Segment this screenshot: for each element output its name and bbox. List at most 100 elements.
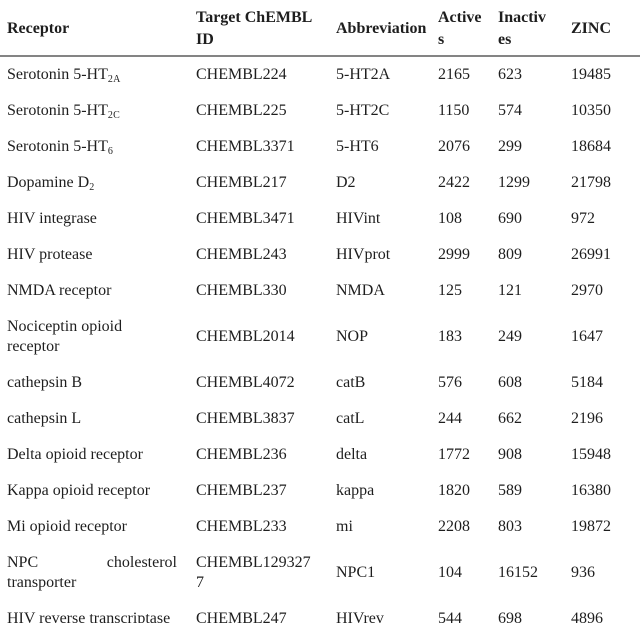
receptor-name: Serotonin 5-HT6 — [0, 129, 195, 165]
table-header: Receptor Target ChEMBLID Abbreviation Ac… — [0, 3, 640, 57]
column-header-zinc: ZINC — [570, 3, 640, 57]
inactives-count: 803 — [498, 518, 522, 535]
zinc-count: 15948 — [571, 446, 611, 463]
abbreviation: HIVint — [336, 210, 381, 227]
receptor-name: Dopamine D2 — [0, 165, 195, 201]
inactives-count: 690 — [498, 210, 522, 227]
table-row: HIV integrase CHEMBL3471 HIVint 108 690 … — [0, 201, 640, 237]
table-row: Mi opioid receptor CHEMBL233 mi 2208 803… — [0, 509, 640, 545]
abbreviation: 5-HT2C — [336, 102, 390, 119]
receptor-name: Kappa opioid receptor — [7, 482, 151, 499]
actives-count: 2422 — [438, 174, 470, 191]
abbreviation: NPC1 — [336, 564, 376, 581]
table-row: Delta opioid receptor CHEMBL236 delta 17… — [0, 437, 640, 473]
abbreviation: D2 — [336, 174, 356, 191]
table-row: Kappa opioid receptor CHEMBL237 kappa 18… — [0, 473, 640, 509]
chembl-id: CHEMBL2014 — [196, 328, 295, 345]
column-header-receptor: Receptor — [0, 3, 195, 57]
zinc-count: 16380 — [571, 482, 611, 499]
actives-count: 125 — [438, 282, 462, 299]
zinc-count: 2196 — [571, 410, 603, 427]
zinc-count: 4896 — [571, 610, 603, 623]
chembl-id: CHEMBL217 — [196, 174, 287, 191]
receptor-name: Nociceptin opioid receptor — [7, 318, 123, 355]
zinc-count: 5184 — [571, 374, 603, 391]
receptor-name: Serotonin 5-HT2C — [0, 93, 195, 129]
inactives-count: 608 — [498, 374, 522, 391]
inactives-count: 249 — [498, 328, 522, 345]
zinc-count: 936 — [571, 564, 595, 581]
actives-count: 1820 — [438, 482, 470, 499]
inactives-count: 574 — [498, 102, 522, 119]
receptor-name: HIV protease — [7, 246, 93, 263]
receptor-name: cathepsin B — [7, 374, 83, 391]
receptor-subscript: 2C — [107, 110, 120, 121]
actives-count: 1772 — [438, 446, 470, 463]
chembl-id: CHEMBL237 — [196, 482, 287, 499]
receptor-name-text: Serotonin 5-HT — [7, 66, 108, 83]
chembl-id: CHEMBL330 — [196, 282, 287, 299]
actives-count: 1150 — [438, 102, 470, 119]
table-row: HIV protease CHEMBL243 HIVprot 2999 809 … — [0, 237, 640, 273]
receptor-name: Mi opioid receptor — [7, 518, 127, 535]
receptor-name: Delta opioid receptor — [7, 446, 143, 463]
actives-count: 2076 — [438, 138, 470, 155]
zinc-count: 10350 — [571, 102, 611, 119]
zinc-count: 21798 — [571, 174, 611, 191]
inactives-count: 589 — [498, 482, 522, 499]
zinc-count: 26991 — [571, 246, 611, 263]
inactives-count: 623 — [498, 66, 522, 83]
chembl-id: CHEMBL4072 — [196, 374, 295, 391]
abbreviation: catB — [336, 374, 366, 391]
table-row: NPC cholesterol transporter CHEMBL129327… — [0, 545, 640, 601]
receptor-name: HIV integrase — [7, 210, 97, 227]
inactives-count: 809 — [498, 246, 522, 263]
actives-count: 108 — [438, 210, 462, 227]
inactives-count: 16152 — [498, 564, 538, 581]
table-row: HIV reverse transcriptase CHEMBL247 HIVr… — [0, 601, 640, 623]
table-row: NMDA receptor CHEMBL330 NMDA 125 121 297… — [0, 273, 640, 309]
actives-count: 183 — [438, 328, 462, 345]
zinc-count: 972 — [571, 210, 595, 227]
table-row: Dopamine D2 CHEMBL217 D2 2422 1299 21798 — [0, 165, 640, 201]
inactives-count: 299 — [498, 138, 522, 155]
table-body: Serotonin 5-HT2A CHEMBL224 5-HT2A 2165 6… — [0, 56, 640, 623]
zinc-count: 19485 — [571, 66, 611, 83]
header-row: Receptor Target ChEMBLID Abbreviation Ac… — [0, 3, 640, 57]
chembl-id: CHEMBL224 — [196, 66, 287, 83]
column-header-chemblid: Target ChEMBLID — [195, 3, 335, 57]
chembl-id: CHEMBL3471 — [196, 210, 295, 227]
actives-count: 2999 — [438, 246, 470, 263]
table-row: Serotonin 5-HT2A CHEMBL224 5-HT2A 2165 6… — [0, 56, 640, 93]
inactives-count: 908 — [498, 446, 522, 463]
receptor-name: cathepsin L — [7, 410, 82, 427]
actives-count: 2208 — [438, 518, 470, 535]
actives-count: 104 — [438, 564, 462, 581]
receptor-name-text: Serotonin 5-HT — [7, 138, 108, 155]
receptor-subscript: 2 — [89, 182, 95, 193]
inactives-count: 698 — [498, 610, 522, 623]
table-row: Nociceptin opioid receptor CHEMBL2014 NO… — [0, 309, 640, 365]
column-header-abbreviation: Abbreviation — [335, 3, 437, 57]
abbreviation: NMDA — [336, 282, 385, 299]
actives-count: 544 — [438, 610, 462, 623]
receptor-name-text: Dopamine D — [7, 174, 90, 191]
chembl-id: CHEMBL3837 — [196, 410, 295, 427]
chembl-id: CHEMBL236 — [196, 446, 287, 463]
abbreviation: HIVrev — [336, 610, 384, 623]
abbreviation: 5-HT6 — [336, 138, 379, 155]
inactives-count: 1299 — [498, 174, 530, 191]
receptor-name: NMDA receptor — [7, 282, 112, 299]
zinc-count: 2970 — [571, 282, 603, 299]
inactives-count: 662 — [498, 410, 522, 427]
abbreviation: kappa — [336, 482, 375, 499]
receptor-dataset-table: Receptor Target ChEMBLID Abbreviation Ac… — [0, 3, 640, 623]
table-row: Serotonin 5-HT2C CHEMBL225 5-HT2C 1150 5… — [0, 93, 640, 129]
chembl-id: CHEMBL247 — [196, 610, 287, 623]
zinc-count: 19872 — [571, 518, 611, 535]
inactives-count: 121 — [498, 282, 522, 299]
receptor-name: NPC cholesterol transporter — [7, 554, 177, 591]
chembl-id: CHEMBL233 — [196, 518, 287, 535]
zinc-count: 18684 — [571, 138, 611, 155]
